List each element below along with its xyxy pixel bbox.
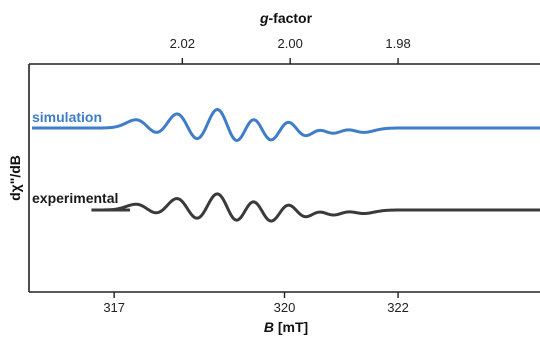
ticks-layer: 2.02 2.00 1.98 317 320 322 — [103, 36, 410, 315]
series-label-experimental: experimental — [32, 190, 118, 206]
top-axis-title-italic: g — [259, 10, 269, 26]
bottom-axis-title-italic: B — [264, 319, 274, 335]
series-label-simulation: simulation — [32, 109, 102, 125]
top-axis-title: g-factor — [259, 10, 313, 26]
bottom-tick-label: 322 — [387, 300, 409, 315]
top-tick-label: 2.02 — [170, 36, 195, 51]
bottom-axis-title: B [mT] — [264, 319, 308, 335]
top-tick-label: 2.00 — [278, 36, 303, 51]
y-axis-label: dχ"/dB — [7, 155, 23, 201]
series-experimental-line — [90, 192, 540, 223]
top-axis-title-rest: -factor — [269, 10, 313, 26]
top-tick-label: 1.98 — [385, 36, 410, 51]
bottom-tick-label: 317 — [103, 300, 125, 315]
bottom-tick-label: 320 — [274, 300, 296, 315]
series-simulation-line — [90, 108, 540, 142]
series-layer — [32, 108, 540, 223]
bottom-axis-title-rest: [mT] — [274, 319, 308, 335]
